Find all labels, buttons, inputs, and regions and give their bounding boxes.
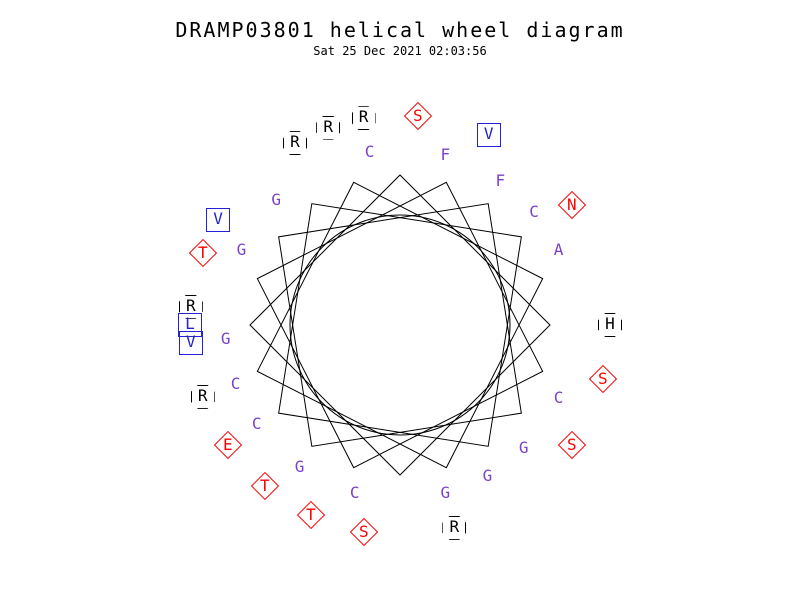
residue-G: G bbox=[477, 466, 499, 488]
residue-C: C bbox=[246, 414, 268, 436]
residue-G: G bbox=[289, 457, 311, 479]
residue-G: G bbox=[513, 438, 535, 460]
residue-G: G bbox=[230, 240, 252, 262]
residue-V: V bbox=[206, 208, 230, 232]
helical-wheel-svg bbox=[0, 0, 800, 600]
residue-V: V bbox=[477, 123, 501, 147]
residue-G: G bbox=[434, 483, 456, 505]
residue-C: C bbox=[359, 142, 381, 164]
residue-C: C bbox=[523, 202, 545, 224]
residue-C: C bbox=[344, 483, 366, 505]
residue-C: C bbox=[548, 388, 570, 410]
residue-R: R bbox=[316, 116, 340, 140]
residue-A: A bbox=[548, 240, 570, 262]
residue-G: G bbox=[215, 329, 237, 351]
residue-L: L bbox=[178, 313, 202, 337]
residue-C: C bbox=[225, 374, 247, 396]
residue-F: F bbox=[434, 145, 456, 167]
residue-G: G bbox=[265, 190, 287, 212]
residue-R: R bbox=[352, 106, 376, 130]
residue-R: R bbox=[191, 385, 215, 409]
residue-F: F bbox=[489, 171, 511, 193]
residue-R: R bbox=[283, 131, 307, 155]
